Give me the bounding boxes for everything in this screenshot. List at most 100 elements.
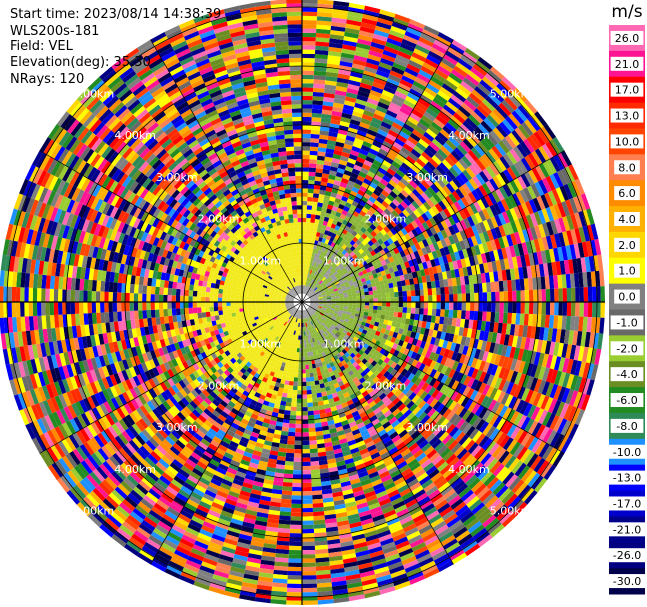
- velocity-cell: [493, 86, 508, 100]
- velocity-cell: [403, 99, 416, 109]
- velocity-cell: [470, 67, 485, 80]
- velocity-cell: [378, 266, 385, 272]
- velocity-cell: [536, 195, 546, 210]
- velocity-cell: [512, 290, 517, 302]
- velocity-cell: [583, 287, 589, 302]
- velocity-cell: [484, 73, 500, 87]
- velocity-cell: [348, 279, 354, 284]
- velocity-cell: [366, 226, 374, 234]
- velocity-cell: [410, 244, 418, 253]
- velocity-cell: [337, 129, 348, 136]
- velocity-cell: [379, 249, 386, 256]
- velocity-cell: [361, 233, 368, 240]
- velocity-cell: [322, 266, 327, 272]
- velocity-cell: [397, 192, 407, 201]
- velocity-cell: [404, 30, 421, 41]
- velocity-cell: [334, 145, 344, 152]
- velocity-cell: [293, 465, 302, 471]
- velocity-cell: [302, 66, 315, 71]
- velocity-cell: [304, 281, 307, 286]
- velocity-cell: [427, 252, 435, 261]
- velocity-cell: [294, 436, 302, 441]
- velocity-cell: [448, 309, 454, 318]
- velocity-cell: [307, 264, 310, 270]
- velocity-cell: [536, 128, 550, 144]
- velocity-cell: [304, 243, 309, 248]
- velocity-cell: [454, 130, 466, 142]
- velocity-cell: [309, 230, 314, 236]
- velocity-cell: [335, 211, 342, 218]
- velocity-cell: [505, 209, 515, 223]
- velocity-cell: [439, 247, 447, 257]
- velocity-cell: [455, 109, 469, 121]
- velocity-cell: [415, 307, 420, 315]
- velocity-cell: [485, 166, 497, 179]
- velocity-cell: [307, 415, 315, 420]
- velocity-cell: [338, 242, 345, 248]
- velocity-cell: [338, 203, 345, 210]
- velocity-cell: [402, 174, 412, 184]
- velocity-cell: [313, 287, 318, 291]
- velocity-cell: [420, 167, 430, 177]
- velocity-cell: [406, 63, 421, 74]
- velocity-cell: [334, 254, 340, 260]
- velocity-cell: [492, 161, 504, 174]
- velocity-cell: [308, 431, 317, 437]
- velocity-cell: [400, 219, 408, 228]
- velocity-cell: [292, 356, 297, 361]
- velocity-cell: [534, 111, 548, 127]
- velocity-cell: [530, 183, 541, 198]
- velocity-cell: [325, 76, 338, 82]
- velocity-cell: [443, 208, 452, 218]
- velocity-cell: [363, 137, 374, 145]
- velocity-cell: [329, 170, 337, 176]
- velocity-cell: [302, 407, 308, 412]
- velocity-cell: [361, 216, 369, 224]
- velocity-cell: [310, 138, 320, 143]
- velocity-cell: [302, 461, 311, 467]
- velocity-cell: [313, 286, 317, 291]
- velocity-cell: [314, 422, 322, 428]
- velocity-cell: [470, 302, 475, 311]
- velocity-cell: [449, 180, 459, 191]
- velocity-cell: [312, 397, 318, 403]
- velocity-cell: [502, 312, 508, 324]
- velocity-cell: [280, 435, 288, 441]
- velocity-cell: [352, 210, 360, 218]
- velocity-cell: [296, 402, 302, 408]
- velocity-cell: [433, 180, 443, 191]
- velocity-cell: [492, 108, 506, 122]
- velocity-cell: [468, 92, 483, 105]
- velocity-cell: [310, 381, 316, 386]
- velocity-cell: [448, 225, 456, 236]
- velocity-cell: [312, 285, 317, 290]
- velocity-cell: [311, 279, 315, 284]
- velocity-cell: [554, 302, 559, 316]
- velocity-cell: [302, 440, 310, 446]
- velocity-cell: [297, 390, 302, 395]
- velocity-cell: [291, 491, 302, 496]
- velocity-cell: [437, 231, 445, 241]
- velocity-cell: [394, 302, 399, 308]
- velocity-cell: [308, 423, 316, 429]
- velocity-cell: [368, 274, 374, 280]
- velocity-cell: [349, 233, 355, 240]
- velocity-cell: [451, 133, 463, 145]
- velocity-cell: [353, 55, 368, 63]
- velocity-cell: [411, 296, 416, 302]
- velocity-cell: [390, 297, 395, 302]
- velocity-cell: [333, 264, 338, 270]
- velocity-cell: [495, 302, 500, 313]
- velocity-cell: [290, 410, 297, 416]
- velocity-cell: [288, 554, 302, 559]
- velocity-cell: [526, 136, 539, 151]
- velocity-cell: [418, 232, 426, 241]
- velocity-cell: [309, 288, 313, 293]
- velocity-cell: [452, 164, 463, 175]
- velocity-cell: [290, 372, 295, 378]
- velocity-cell: [310, 218, 316, 223]
- velocity-cell: [305, 281, 308, 286]
- velocity-cell: [433, 39, 450, 51]
- velocity-cell: [313, 75, 326, 81]
- velocity-cell: [429, 217, 437, 227]
